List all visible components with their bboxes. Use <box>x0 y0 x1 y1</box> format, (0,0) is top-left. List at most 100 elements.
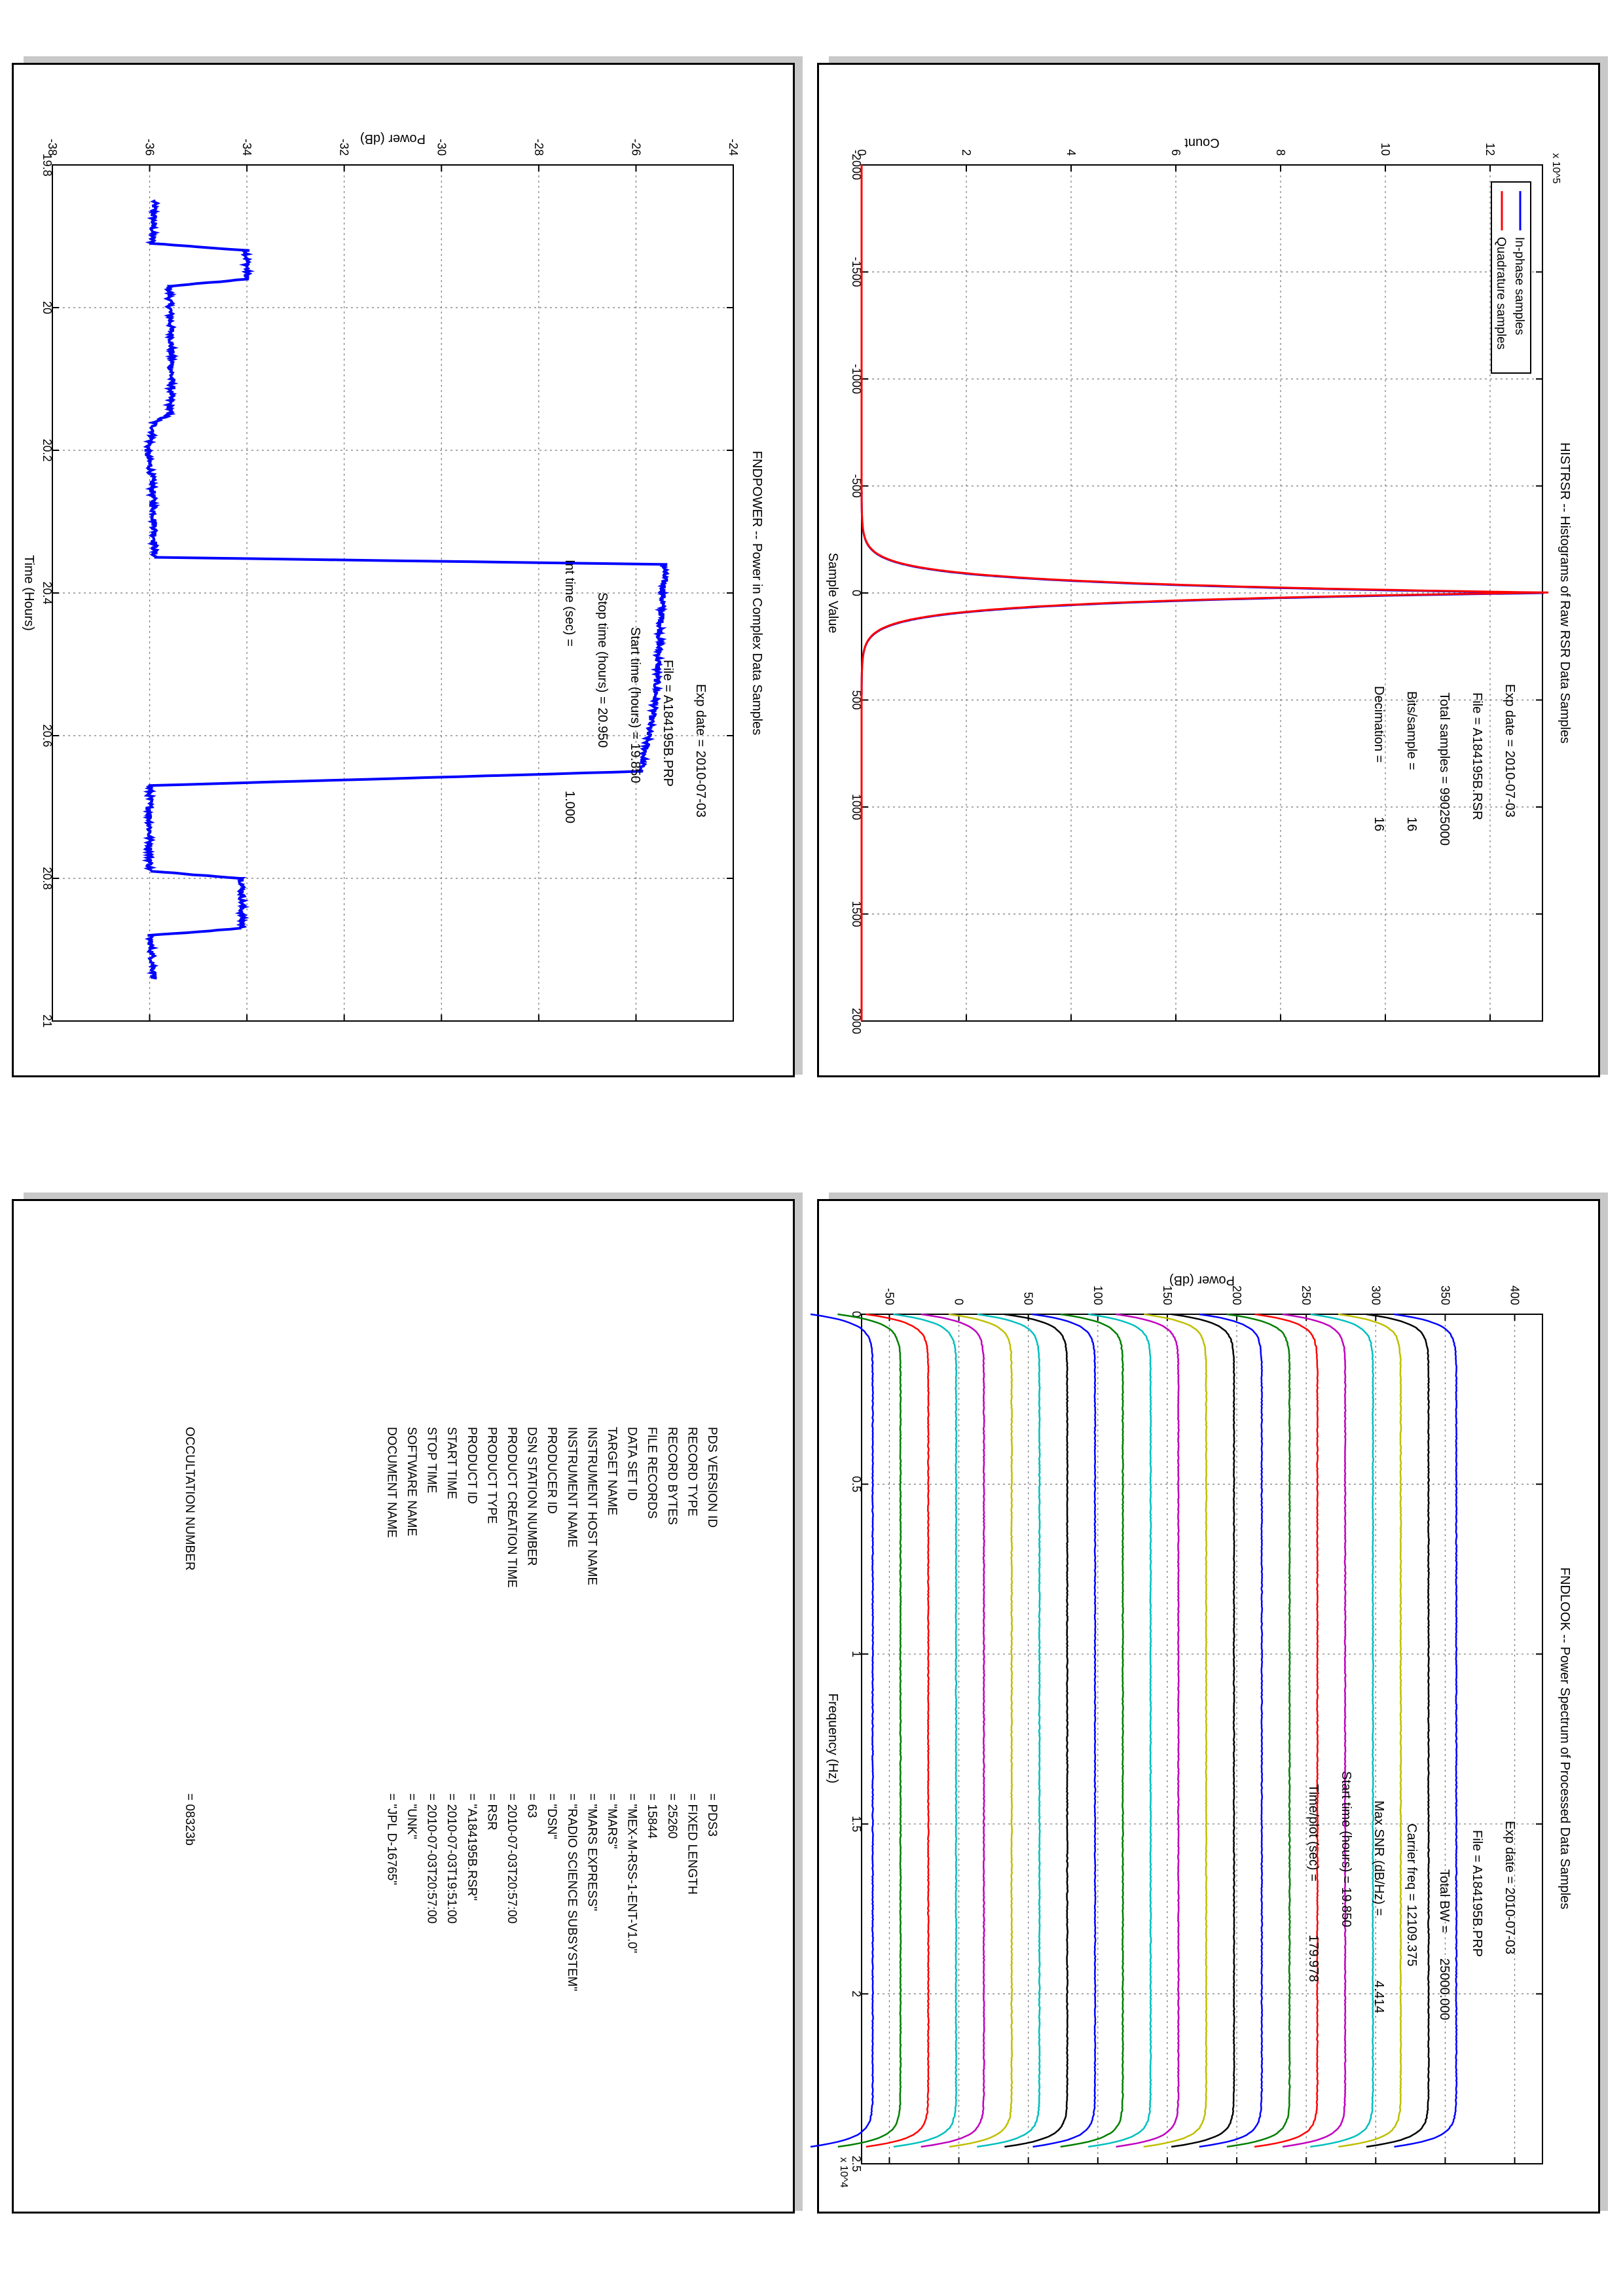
fndlook-series-line <box>921 1313 985 2148</box>
fndlook-x-multiplier: x 10^4 <box>838 2157 849 2188</box>
label-key: TARGET NAME <box>605 1427 619 1515</box>
fndpower-xtick-label: 20 <box>41 301 54 314</box>
label-value: = "MEX-M-RSS-1-ENT-V1.0" <box>625 1793 639 1953</box>
fndpower-xtick-label: 20.6 <box>41 724 54 747</box>
fndpower-annot-stop: Stop time (hours) = 20.950 <box>595 592 610 747</box>
fndlook-ytick-label: 150 <box>1161 1285 1174 1305</box>
fndlook-annot-carrier: Carrier freq = 12109.375 <box>1404 1823 1419 1966</box>
histrsr-xlabel: Sample Value <box>826 552 840 633</box>
label-value: = "DSN" <box>545 1793 558 1839</box>
fndlook-xtick-label: 2.5 <box>850 2155 863 2172</box>
fndlook-annot-bw-label: Total BW = <box>1437 1869 1451 1933</box>
fndlook-ytick-label: 200 <box>1230 1285 1243 1305</box>
label-value: = "MARS EXPRESS" <box>585 1793 598 1911</box>
fndlook-series-line <box>1032 1313 1097 2148</box>
fndlook-series-line <box>977 1313 1041 2148</box>
histrsr-panel <box>817 63 1600 1077</box>
fndpower-xtick-label: 19.8 <box>41 153 54 176</box>
histrsr-ytick-label: 2 <box>960 149 973 156</box>
label-key: INSTRUMENT NAME <box>565 1427 579 1547</box>
histrsr-annot-dec-value: 16 <box>1372 817 1386 831</box>
fndpower-xtick-label: 20.8 <box>41 867 54 889</box>
fndlook-annot-start: Start time (hours) = 19.850 <box>1339 1771 1353 1927</box>
fndlook-annot-snr-label: Max SNR (dB/Hz) = <box>1372 1801 1386 1916</box>
fndlook-series-line <box>1143 1313 1208 2148</box>
histrsr-title: HISTRSR -- Histograms of Raw RSR Data Sa… <box>1558 442 1572 744</box>
fndlook-xtick-label: 0.5 <box>850 1476 863 1492</box>
label-key: DOCUMENT NAME <box>384 1427 398 1538</box>
histrsr-annot-bits-value: 16 <box>1404 817 1419 831</box>
fndlook-annot-expdate: Exp date = 2010-07-03 <box>1503 1821 1517 1954</box>
fndlook-series-line <box>893 1313 958 2148</box>
fndpower-title: FNDPOWER -- Power in Complex Data Sample… <box>750 451 764 736</box>
histrsr-y-multiplier: x 10^5 <box>1550 153 1561 184</box>
fndlook-series-line <box>1226 1313 1291 2148</box>
histrsr-xtick-label: 500 <box>850 690 863 709</box>
histrsr-xtick-label: 1000 <box>850 794 863 820</box>
label-value: = "UNK" <box>405 1793 418 1839</box>
histrsr-legend-quadrature: Quadrature samples <box>1494 237 1508 350</box>
label-value: = FIXED LENGTH <box>685 1793 699 1895</box>
histrsr-ytick-label: 6 <box>1169 149 1182 156</box>
histrsr-ytick-label: 10 <box>1379 143 1392 156</box>
label-key: PRODUCT TYPE <box>484 1427 498 1524</box>
fndlook-series-line <box>1254 1313 1319 2148</box>
fndlook-series-line <box>1393 1313 1458 2148</box>
histrsr-xtick-label: 1500 <box>850 901 863 927</box>
fndlook-title: FNDLOOK -- Power Spectrum of Processed D… <box>1558 1568 1572 1909</box>
label-value: = 15844 <box>645 1793 659 1839</box>
fndpower-ytick-label: -34 <box>240 139 253 156</box>
label-key: START TIME <box>445 1427 458 1499</box>
label-value: = "A184195B.RSR" <box>465 1793 479 1901</box>
label-key: RECORD TYPE <box>685 1427 699 1516</box>
label-key: DATA SET ID <box>625 1427 639 1501</box>
fndlook-xtick-label: 1 <box>850 1651 863 1657</box>
label-key: FILE RECORDS <box>645 1427 659 1518</box>
fndlook-series-line <box>1199 1313 1264 2148</box>
fndlook-ytick-label: 100 <box>1091 1285 1104 1305</box>
histrsr-ytick-label: 8 <box>1274 149 1287 156</box>
fndlook-ytick-label: 250 <box>1300 1285 1313 1305</box>
label-key: SOFTWARE NAME <box>405 1427 418 1536</box>
histrsr-xtick-label: -2000 <box>850 150 863 180</box>
histrsr-xtick-label: 0 <box>850 590 863 596</box>
histrsr-ytick-label: 12 <box>1484 143 1497 156</box>
label-value: = 25260 <box>665 1793 679 1839</box>
fndlook-ytick-label: 300 <box>1369 1285 1382 1305</box>
fndlook-ytick-label: -50 <box>883 1288 896 1305</box>
label-key: INSTRUMENT HOST NAME <box>585 1427 598 1585</box>
histrsr-annot-total: Total samples = 99025000 <box>1437 692 1451 846</box>
histrsr-quadrature-line <box>860 165 1549 1021</box>
histrsr-chart: -2000 -1500 -1000 -500 0 500 1000 1500 2000 0 2 4 6 8… <box>826 135 1572 1034</box>
fndlook-xtick-label: 1.5 <box>850 1816 863 1832</box>
label-value: = RSR <box>484 1793 498 1831</box>
label-key: PRODUCT CREATION TIME <box>505 1427 519 1588</box>
fndlook-ylabel: Power (dB) <box>1169 1273 1235 1287</box>
fndlook-series-line <box>1171 1313 1235 2148</box>
histrsr-xtick-label: -1000 <box>850 364 863 394</box>
histrsr-ytick-label: 0 <box>855 149 868 156</box>
label-key: STOP TIME <box>425 1427 439 1493</box>
fndpower-ytick-label: -26 <box>629 139 642 156</box>
fndlook-series-line <box>1088 1313 1152 2148</box>
fndlook-series-line <box>1116 1313 1180 2148</box>
fndlook-ytick-label: 50 <box>1022 1292 1035 1305</box>
fndlook-series-line <box>837 1313 902 2148</box>
fndpower-ytick-label: -32 <box>338 139 351 156</box>
label-value: = "RADIO SCIENCE SUBSYSTEM" <box>565 1793 579 1991</box>
fndlook-series-line <box>1060 1313 1125 2148</box>
label-key: PDS VERSION ID <box>705 1427 719 1528</box>
occultation-key: OCCULTATION NUMBER <box>183 1427 196 1571</box>
fndlook-annot-bw-value: 25000.000 <box>1437 1958 1451 2020</box>
label-value: = 63 <box>525 1793 539 1818</box>
fndpower-ylabel: Power (dB) <box>360 132 426 146</box>
fndpower-annot-expdate: Exp date = 2010-07-03 <box>693 684 708 817</box>
histrsr-xtick-label: -500 <box>850 474 863 497</box>
fndlook-annot-timeplot-label: Time/plot (sec) = <box>1306 1784 1321 1882</box>
fndlook-chart: 00.511.522.5-50 0 50 100 150 200 250 300 350 400 … <box>810 1273 1572 2188</box>
fndlook-annot-file: File = A184195B.PRP <box>1470 1830 1484 1957</box>
fndlook-series-line <box>1338 1313 1402 2148</box>
fndpower-annot-file: File = A184195B.PRP <box>661 660 675 787</box>
fndlook-series-line <box>810 1313 874 2148</box>
fndlook-series-line <box>1282 1313 1347 2148</box>
